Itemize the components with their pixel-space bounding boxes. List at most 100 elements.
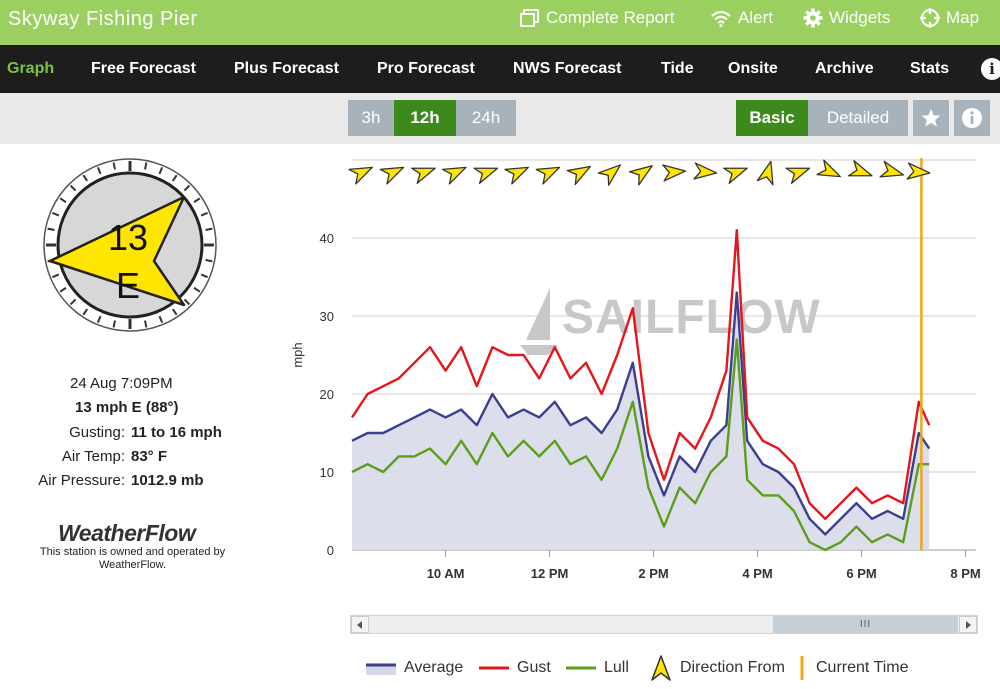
- y-tick-label: 20: [320, 387, 334, 402]
- air-pressure-value: 1012.9 mb: [131, 472, 204, 489]
- legend-gust-label: Gust: [517, 659, 551, 676]
- observation-time: 24 Aug 7:09PM: [70, 375, 173, 392]
- arrow-right-icon: [966, 620, 971, 629]
- compass-tick: [183, 298, 191, 306]
- compass-tick: [200, 273, 208, 279]
- lull-series-line: [351, 338, 930, 552]
- nav-nws-forecast[interactable]: NWS Forecast: [513, 60, 622, 77]
- wind-direction-arrow: [48, 195, 186, 307]
- legend-direction[interactable]: Direction From: [650, 654, 785, 682]
- scroll-right-button[interactable]: [959, 616, 977, 633]
- direction-arrow: [597, 164, 622, 186]
- direction-arrow-shape: [693, 162, 718, 180]
- wifi-icon: [711, 10, 731, 27]
- compass-tick: [171, 308, 178, 316]
- range-3h-button[interactable]: 3h: [348, 100, 394, 136]
- compass-tick: [158, 167, 164, 175]
- compass-tick: [59, 286, 67, 293]
- scroll-left-button[interactable]: [351, 616, 369, 633]
- direction-arrow: [756, 160, 774, 186]
- legend-direction-label: Direction From: [680, 659, 785, 676]
- arrow-left-icon: [357, 620, 362, 629]
- air-pressure-label: Air Pressure:: [38, 472, 125, 489]
- y-tick-label: 40: [320, 231, 334, 246]
- top-header: Skyway Fishing Pier Complete Report Aler…: [0, 0, 1000, 45]
- air-temp-label: Air Temp:: [61, 448, 125, 465]
- legend-lull[interactable]: Lull: [566, 654, 629, 682]
- compass-tick: [112, 320, 116, 328]
- direction-arrow: [441, 166, 467, 185]
- direction-arrow: [379, 166, 405, 185]
- nav-info-icon[interactable]: i: [981, 58, 1000, 80]
- x-tick-label: 2 PM: [638, 566, 668, 581]
- alert-link[interactable]: Alert: [710, 8, 773, 28]
- nav-onsite[interactable]: Onsite: [728, 60, 778, 77]
- direction-arrow: [535, 166, 561, 185]
- wind-chart[interactable]: 0 10 20 30 40 mph 10 AM 12 PM 2 PM 4 PM 6 PM 8 PM SA…: [280, 150, 1000, 590]
- legend-average[interactable]: Average: [366, 654, 463, 682]
- compass-tick: [200, 211, 208, 217]
- direction-arrow-shape: [847, 160, 873, 177]
- watermark-hull-icon: [520, 345, 558, 355]
- compass-tick: [112, 162, 116, 170]
- direction-arrow: [816, 159, 842, 178]
- map-label: Map: [946, 8, 980, 27]
- nav-plus-forecast[interactable]: Plus Forecast: [234, 60, 339, 77]
- crosshair-icon: [920, 8, 940, 28]
- direction-arrow-shape: [566, 165, 591, 186]
- report-icon: [520, 9, 539, 27]
- view-basic-button[interactable]: Basic: [736, 100, 808, 136]
- compass-tick: [59, 197, 67, 204]
- direction-arrow-shape: [816, 159, 842, 178]
- direction-arrow-shape: [348, 166, 374, 185]
- gusting-label: Gusting:: [69, 424, 125, 441]
- view-detailed-button[interactable]: Detailed: [808, 100, 908, 136]
- range-12h-button[interactable]: 12h: [394, 100, 456, 136]
- scroll-thumb[interactable]: III: [773, 616, 958, 633]
- nav-stats[interactable]: Stats: [910, 60, 950, 77]
- direction-arrow-shape: [504, 166, 530, 185]
- compass-speed: 13: [108, 217, 148, 258]
- weatherflow-logo[interactable]: WeatherFlow: [58, 520, 196, 546]
- air-temp-value: 83° F: [131, 448, 168, 465]
- nav-graph[interactable]: Graph: [7, 60, 55, 77]
- wind-summary: 13 mph E (88°): [75, 399, 179, 416]
- compass-tick: [52, 273, 60, 279]
- x-tick-label: 4 PM: [742, 566, 772, 581]
- compass-tick: [144, 320, 148, 328]
- nav-archive[interactable]: Archive: [815, 60, 874, 77]
- average-area: [352, 292, 930, 550]
- direction-arrow-shape: [879, 160, 905, 178]
- direction-arrow: [879, 160, 905, 178]
- legend-current-time[interactable]: Current Time: [796, 654, 908, 682]
- widgets-label: Widgets: [829, 8, 891, 27]
- map-link[interactable]: Map: [920, 8, 979, 28]
- compass-tick: [158, 315, 164, 323]
- nav-pro-forecast[interactable]: Pro Forecast: [377, 60, 475, 77]
- station-title: Skyway Fishing Pier: [8, 8, 198, 30]
- nav-tide[interactable]: Tide: [661, 60, 694, 77]
- current-time-legend-swatch: [800, 656, 804, 680]
- range-24h-button[interactable]: 24h: [456, 100, 516, 136]
- compass-tick: [82, 174, 89, 182]
- legend-gust[interactable]: Gust: [479, 654, 551, 682]
- direction-arrow: [847, 160, 873, 177]
- direction-arrow: [662, 164, 687, 182]
- widgets-link[interactable]: Widgets: [803, 8, 890, 28]
- direction-arrow-shape: [411, 167, 436, 184]
- graph-info-button[interactable]: [954, 100, 990, 136]
- direction-arrow-shape: [441, 166, 467, 185]
- direction-arrow: [785, 167, 811, 184]
- average-series-line: [351, 291, 931, 536]
- direction-arrow-shape: [379, 166, 405, 185]
- info-icon: [962, 108, 982, 128]
- y-tick-label: 0: [327, 543, 334, 558]
- chart-scrollbar[interactable]: III: [350, 615, 978, 634]
- direction-arrow-shape: [662, 164, 687, 182]
- favorite-button[interactable]: [913, 100, 949, 136]
- star-icon: [921, 109, 941, 127]
- nav-free-forecast[interactable]: Free Forecast: [91, 60, 196, 77]
- gear-icon: [803, 8, 823, 28]
- x-tick-label: 8 PM: [950, 566, 980, 581]
- complete-report-link[interactable]: Complete Report: [520, 8, 675, 28]
